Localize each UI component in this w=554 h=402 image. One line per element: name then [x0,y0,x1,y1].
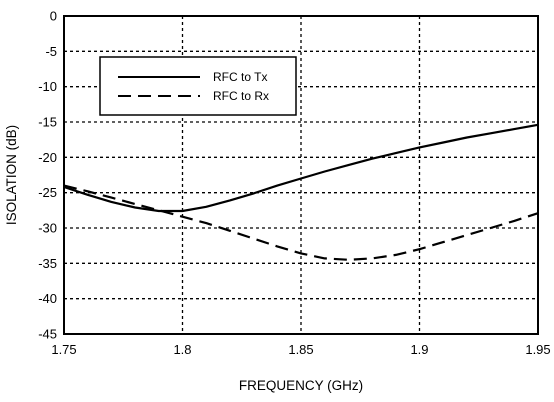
y-tick-label: -45 [38,327,57,342]
series-line-rfc-to-tx [63,123,539,213]
x-tick-label: 1.95 [525,342,550,357]
y-tick-label: -30 [38,221,57,236]
y-tick-label: -10 [38,79,57,94]
tick-labels: 1.75 1.8 1.85 1.9 1.95 0 -5 -10 -15 -20 -25 -30 -35 -… [38,9,550,358]
y-tick-label: -25 [38,185,57,200]
x-tick-label: 1.8 [173,342,191,357]
legend-box [99,56,297,116]
y-tick-label: -5 [45,44,57,59]
y-tick-label: -35 [38,256,57,271]
legend: RFC to Tx RFC to Rx [99,56,297,116]
legend-label-rfc-to-rx: RFC to Rx [213,89,269,103]
x-tick-label: 1.9 [410,342,428,357]
y-axis-title: ISOLATION (dB) [4,125,19,225]
y-tick-label: -15 [38,115,57,130]
series-line-rfc-to-rx [63,184,539,261]
x-tick-label: 1.85 [288,342,313,357]
x-axis-title: FREQUENCY (GHz) [239,378,363,393]
legend-label-rfc-to-tx: RFC to Tx [213,70,267,84]
series-lines [63,123,539,261]
x-tick-label: 1.75 [51,342,76,357]
plot-frame [63,15,539,335]
grid [64,16,538,334]
y-tick-label: -20 [38,150,57,165]
y-tick-label: 0 [50,9,57,24]
y-tick-label: -40 [38,291,57,306]
